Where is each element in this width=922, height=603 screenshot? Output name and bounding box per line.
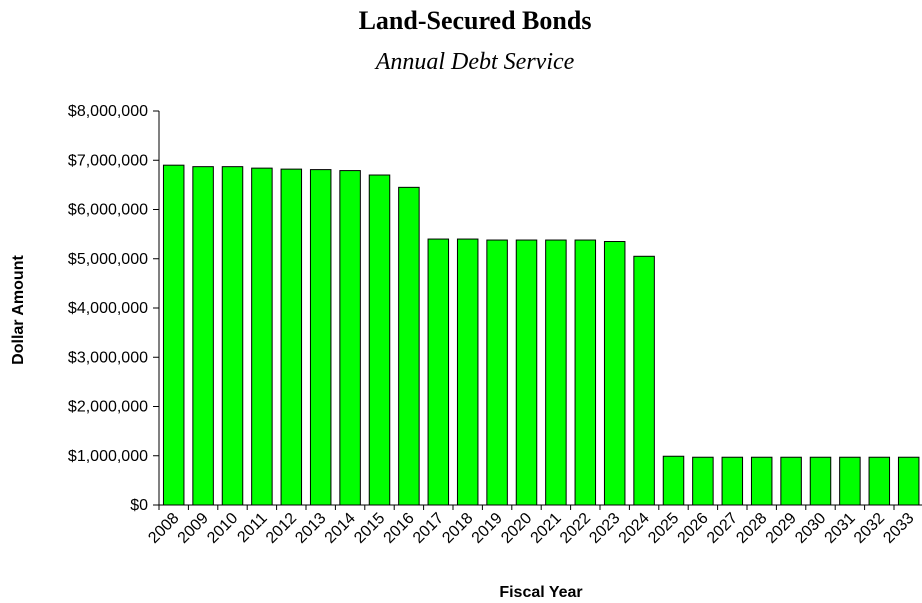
- x-tick-label-2015: 2015: [351, 510, 388, 547]
- y-tick-label: $4,000,000: [68, 300, 148, 317]
- bar-2008: [162, 164, 185, 506]
- x-tick-label-2025: 2025: [645, 510, 682, 547]
- y-tick-label: $8,000,000: [68, 103, 148, 120]
- bar-2011: [251, 167, 273, 506]
- bar-2019: [486, 239, 508, 506]
- x-tick-label-2030: 2030: [792, 510, 829, 547]
- x-axis-title: Fiscal Year: [499, 584, 582, 601]
- y-tick-label: $2,000,000: [68, 399, 148, 416]
- x-tick-label-2013: 2013: [292, 510, 329, 547]
- bar-2015: [368, 174, 391, 506]
- x-tick-label-2032: 2032: [851, 510, 888, 547]
- x-tick-label-2014: 2014: [322, 510, 359, 547]
- y-tick-label: $0: [130, 497, 148, 514]
- x-axis-ticks: 2008200920102011201220132014201520162017…: [145, 505, 918, 547]
- bar-2031: [839, 456, 861, 506]
- y-axis-ticks: $0 $1,000,000 $2,000,000 $3,000,000 $4,000,0…: [68, 103, 159, 514]
- bar-2032: [868, 456, 891, 506]
- x-tick-label-2011: 2011: [234, 510, 270, 546]
- x-tick-label-2017: 2017: [410, 510, 447, 547]
- bar-2033: [897, 456, 920, 506]
- y-axis-title: Dollar Amount: [10, 255, 27, 365]
- bar-2025: [662, 455, 685, 506]
- bar-2027: [721, 456, 744, 506]
- x-tick-label-2020: 2020: [498, 510, 535, 547]
- x-tick-label-2008: 2008: [145, 510, 182, 547]
- chart-subtitle: Annual Debt Service: [374, 49, 575, 75]
- x-tick-label-2033: 2033: [880, 510, 917, 547]
- y-tick-label: $1,000,000: [68, 448, 148, 465]
- x-tick-label-2016: 2016: [381, 510, 418, 547]
- x-tick-label-2029: 2029: [763, 510, 800, 547]
- x-tick-label-2012: 2012: [263, 510, 300, 547]
- x-tick-label-2031: 2031: [822, 510, 859, 547]
- x-tick-label-2026: 2026: [675, 510, 712, 547]
- bar-2018: [456, 238, 479, 506]
- bar-2026: [692, 456, 714, 506]
- bar-2022: [574, 239, 597, 506]
- bar-2029: [780, 456, 802, 506]
- chart-title: Land-Secured Bonds: [359, 6, 592, 35]
- bar-2014: [339, 170, 361, 506]
- bar-2030: [809, 456, 832, 506]
- x-tick-label-2010: 2010: [204, 510, 241, 547]
- x-tick-label-2024: 2024: [616, 510, 653, 547]
- bar-series: [162, 164, 920, 506]
- bar-2020: [515, 239, 538, 506]
- y-tick-label: $6,000,000: [68, 202, 148, 219]
- y-tick-label: $5,000,000: [68, 251, 148, 268]
- bar-2017: [427, 238, 450, 506]
- y-tick-label: $7,000,000: [68, 152, 148, 169]
- x-tick-label-2022: 2022: [557, 510, 594, 547]
- x-tick-label-2027: 2027: [704, 510, 741, 547]
- bar-2016: [398, 186, 420, 506]
- bar-2012: [280, 168, 303, 506]
- x-tick-label-2028: 2028: [733, 510, 770, 547]
- bar-2021: [545, 239, 567, 506]
- x-tick-label-2009: 2009: [175, 510, 212, 547]
- x-tick-label-2023: 2023: [586, 510, 623, 547]
- y-tick-label: $3,000,000: [68, 349, 148, 366]
- bar-2028: [750, 456, 773, 506]
- bar-2009: [192, 166, 214, 506]
- x-tick-label-2018: 2018: [439, 510, 476, 547]
- x-tick-label-2021: 2021: [528, 510, 565, 547]
- bar-2013: [309, 169, 332, 506]
- bar-2024: [633, 255, 655, 506]
- bar-2023: [603, 241, 626, 506]
- x-tick-label-2019: 2019: [469, 510, 506, 547]
- bar-2010: [221, 166, 244, 506]
